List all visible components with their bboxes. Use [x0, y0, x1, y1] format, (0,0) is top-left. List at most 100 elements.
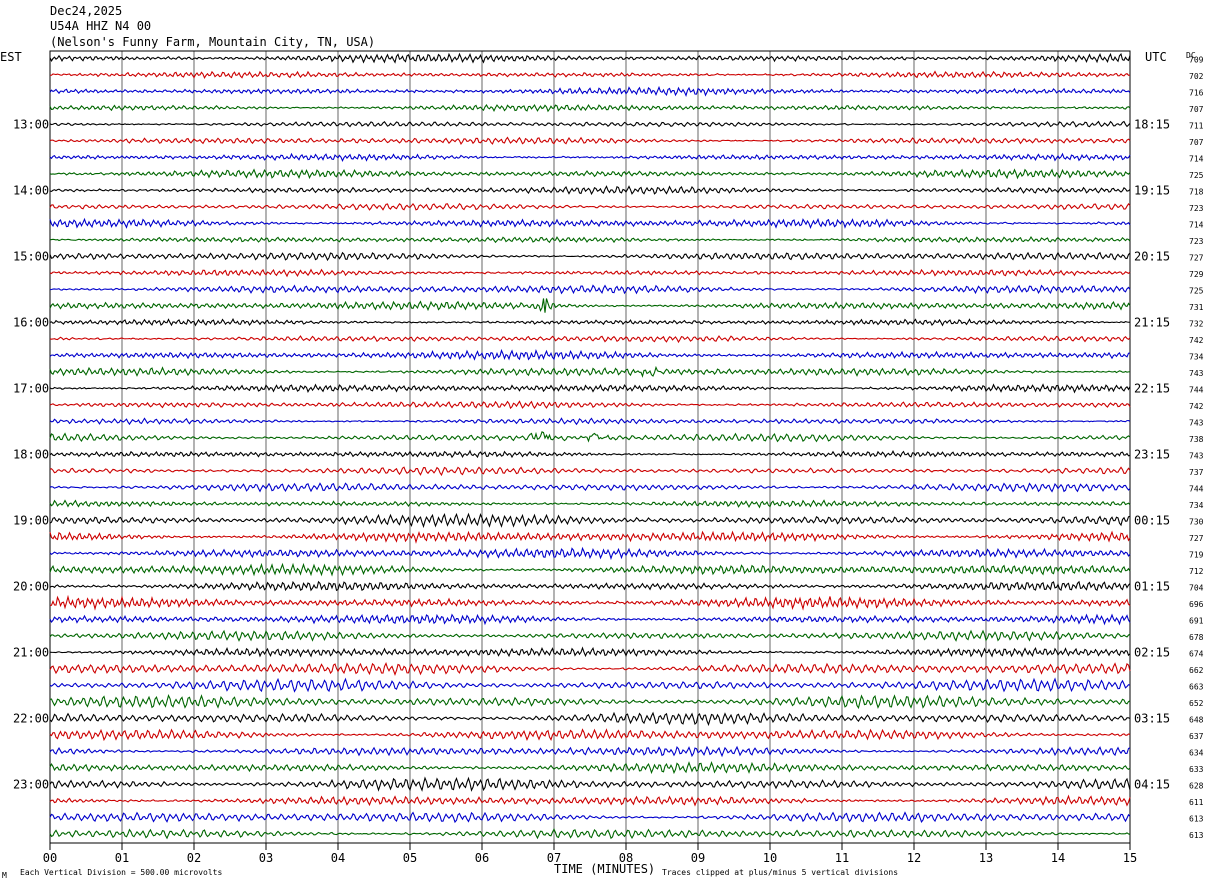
left-hour-label: 19:00: [13, 513, 49, 527]
trace-row: [49, 217, 1131, 230]
dc-offset-label: 707: [1189, 105, 1204, 114]
trace-row: [49, 711, 1131, 727]
dc-offset-label: 611: [1189, 798, 1204, 807]
trace-row: [49, 185, 1131, 196]
dc-offset-label: 663: [1189, 682, 1204, 691]
right-hour-label: 00:15: [1134, 513, 1170, 527]
dc-offset-label: 628: [1189, 781, 1204, 790]
trace-row: [49, 317, 1131, 327]
seismic-traces: [49, 52, 1131, 840]
dc-offset-label: 729: [1189, 270, 1204, 279]
dc-offset-label: 712: [1189, 567, 1204, 576]
right-hour-label: 18:15: [1134, 117, 1170, 131]
station-id: U54A HHZ N4 00: [50, 19, 152, 33]
dc-offset-label: 738: [1189, 435, 1204, 444]
trace-row: [49, 365, 1131, 378]
dc-offset-label: 704: [1189, 583, 1204, 592]
trace-row: [49, 431, 1131, 443]
dc-offset-label: 734: [1189, 352, 1204, 361]
dc-offset-label: 734: [1189, 501, 1204, 510]
trace-row: [49, 348, 1131, 361]
dc-offset-label: 648: [1189, 715, 1204, 724]
left-hour-label: 23:00: [13, 777, 49, 791]
dc-offset-label: 709: [1189, 55, 1204, 64]
trace-row: [49, 776, 1131, 792]
dc-offset-label: 727: [1189, 253, 1204, 262]
dc-offset-label: 633: [1189, 765, 1204, 774]
trace-row: [49, 794, 1131, 807]
axis-labels: EST UTC DC TIME (MINUTES) Each Vertical …: [0, 50, 1204, 880]
dc-offset-label: 662: [1189, 666, 1204, 675]
trace-row: [49, 530, 1131, 544]
dc-offset-label: 714: [1189, 154, 1204, 163]
x-axis-title: TIME (MINUTES): [554, 862, 655, 876]
dc-offset-label: 652: [1189, 699, 1204, 708]
dc-offset-label: 696: [1189, 600, 1204, 609]
right-hour-label: 19:15: [1134, 183, 1170, 197]
dc-offset-label: 716: [1189, 88, 1204, 97]
x-tick-label: 00: [43, 851, 57, 865]
dc-offset-label: 725: [1189, 171, 1204, 180]
x-tick-label: 11: [835, 851, 849, 865]
dc-offset-label: 718: [1189, 187, 1204, 196]
left-hour-label: 17:00: [13, 381, 49, 395]
right-hour-label: 22:15: [1134, 381, 1170, 395]
dc-offset-label: 719: [1189, 550, 1204, 559]
dc-offset-label: 613: [1189, 831, 1204, 840]
trace-row: [49, 103, 1131, 113]
station-location: (Nelson's Funny Farm, Mountain City, TN,…: [50, 35, 376, 49]
trace-row: [49, 168, 1131, 180]
dc-offset-label: 723: [1189, 237, 1204, 246]
plot-grid: [49, 50, 1131, 850]
trace-row: [49, 466, 1131, 477]
dc-offset-label: 737: [1189, 468, 1204, 477]
vertical-division-note: Each Vertical Division = 500.00 microvol…: [20, 868, 222, 877]
trace-row: [49, 70, 1131, 80]
trace-row: [49, 120, 1131, 128]
trace-row: [49, 546, 1131, 561]
dc-offset-label: 723: [1189, 204, 1204, 213]
trace-row: [49, 499, 1131, 509]
x-tick-label: 02: [187, 851, 201, 865]
right-hour-label: 02:15: [1134, 645, 1170, 659]
x-tick-label: 03: [259, 851, 273, 865]
trace-row: [49, 400, 1131, 410]
dc-offset-label: 711: [1189, 121, 1204, 130]
dc-offset-label: 634: [1189, 748, 1204, 757]
x-tick-label: 10: [763, 851, 777, 865]
left-hour-label: 15:00: [13, 249, 49, 263]
x-tick-label: 06: [475, 851, 489, 865]
right-hour-label: 03:15: [1134, 711, 1170, 725]
trace-row: [49, 580, 1131, 592]
x-tick-label: 15: [1123, 851, 1137, 865]
right-hour-label: 23:15: [1134, 447, 1170, 461]
dc-offset-label: 702: [1189, 72, 1204, 81]
dc-offset-label: 744: [1189, 484, 1204, 493]
trace-row: [49, 383, 1131, 394]
trace-row: [49, 629, 1131, 642]
trace-row: [49, 449, 1131, 459]
left-hour-label: 16:00: [13, 315, 49, 329]
x-tick-label: 13: [979, 851, 993, 865]
x-tick-label: 12: [907, 851, 921, 865]
trace-row: [49, 284, 1131, 295]
x-tick-label: 05: [403, 851, 417, 865]
x-tick-label: 14: [1051, 851, 1065, 865]
trace-row: [49, 562, 1131, 577]
left-hour-label: 22:00: [13, 711, 49, 725]
dc-offset-label: 727: [1189, 534, 1204, 543]
trace-row: [49, 298, 1131, 313]
trace-row: [49, 828, 1131, 840]
plot-date: Dec24,2025: [50, 4, 123, 18]
clipping-note: Traces clipped at plus/minus 5 vertical …: [662, 868, 898, 877]
trace-row: [49, 728, 1131, 742]
trace-row: [49, 251, 1131, 262]
trace-row: [49, 761, 1131, 775]
trace-row: [49, 613, 1131, 626]
dc-offset-label: 742: [1189, 402, 1204, 411]
dc-offset-label: 678: [1189, 633, 1204, 642]
right-timezone-label: UTC: [1145, 50, 1167, 64]
x-tick-label: 04: [331, 851, 345, 865]
left-timezone-label: EST: [0, 50, 22, 64]
